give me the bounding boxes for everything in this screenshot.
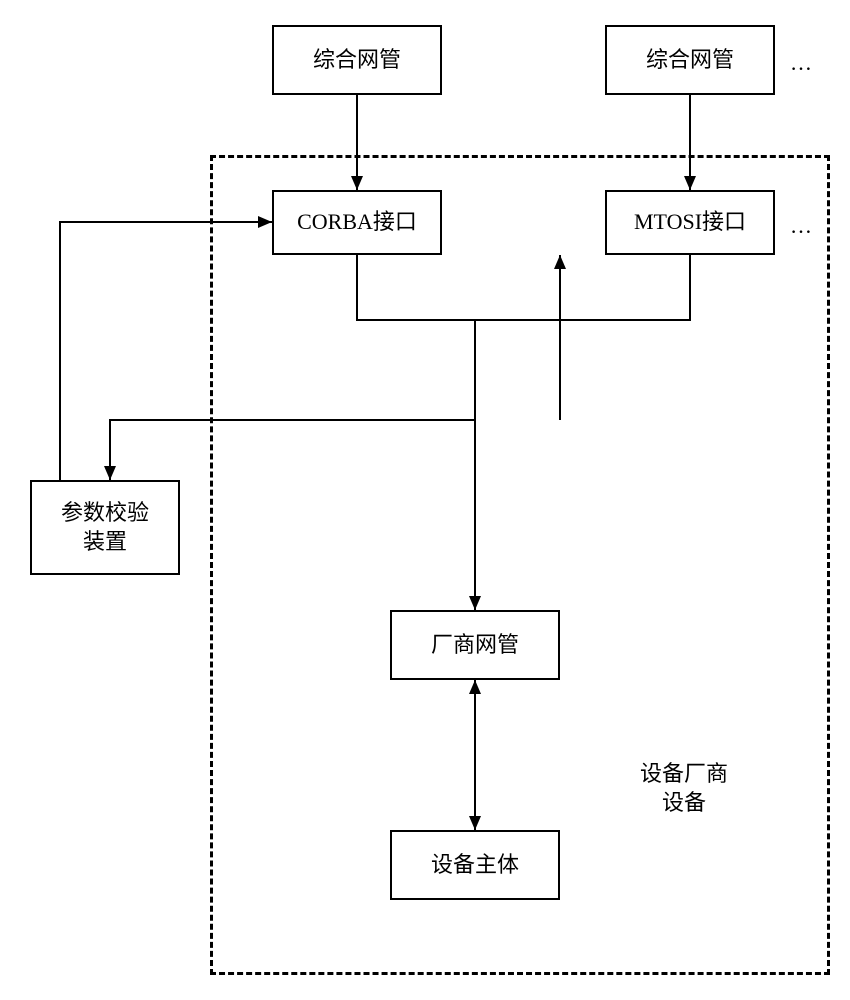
integrated-nms-box-2: 综合网管 <box>605 25 775 95</box>
device-main-box: 设备主体 <box>390 830 560 900</box>
integrated-nms-box-1: 综合网管 <box>272 25 442 95</box>
container-label: 设备厂商设备 <box>640 760 728 817</box>
corba-interface-label: CORBA接口 <box>297 208 417 237</box>
mtosi-interface-box: MTOSI接口 <box>605 190 775 255</box>
integrated-nms-label-1: 综合网管 <box>313 46 401 75</box>
diagram-canvas: 综合网管 综合网管 CORBA接口 MTOSI接口 参数校验装置 厂商网管 设备… <box>0 0 850 1000</box>
mtosi-interface-label: MTOSI接口 <box>634 208 746 237</box>
integrated-nms-label-2: 综合网管 <box>646 46 734 75</box>
corba-interface-box: CORBA接口 <box>272 190 442 255</box>
device-main-label: 设备主体 <box>431 851 519 880</box>
vendor-nms-label: 厂商网管 <box>431 631 519 660</box>
ellipsis-1: … <box>790 213 812 239</box>
param-check-box: 参数校验装置 <box>30 480 180 575</box>
param-check-label: 参数校验装置 <box>61 499 149 556</box>
ellipsis-0: … <box>790 50 812 76</box>
vendor-nms-box: 厂商网管 <box>390 610 560 680</box>
